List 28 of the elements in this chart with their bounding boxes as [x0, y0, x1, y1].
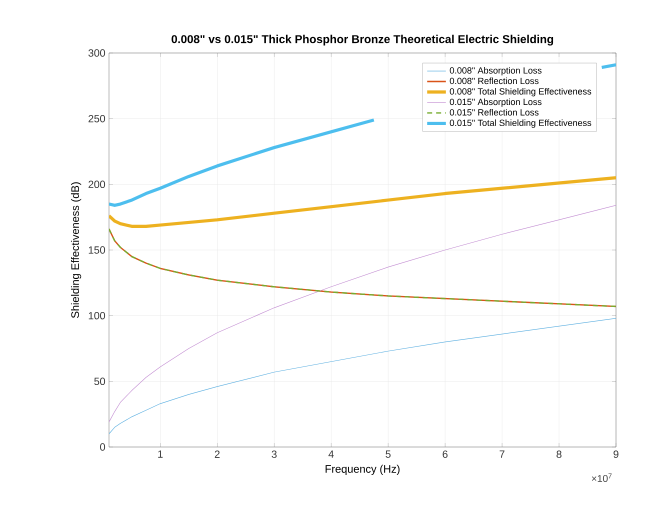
legend-label: 0.008" Absorption Loss: [450, 67, 542, 76]
y-axis-title: Shielding Effectiveness (dB): [70, 182, 82, 318]
y-tick-label: 100: [88, 312, 106, 320]
y-tick-label: 0: [100, 443, 106, 451]
text: ×10$^{7}$: [592, 474, 612, 482]
legend-label: 0.008" Reflection Loss: [450, 78, 539, 84]
x-tick-label: 6: [442, 450, 448, 458]
y-tick-label: 300: [88, 49, 106, 57]
legend-label: 0.015" Total Shielding Effectiveness: [450, 119, 592, 128]
x-tick-label: 2: [214, 450, 220, 458]
x-tick-label: 8: [556, 450, 562, 458]
y-tick-label: 250: [88, 114, 106, 122]
x-tick-label: 5: [386, 450, 391, 458]
y-tick-label: 200: [88, 180, 106, 188]
x-axis-title: Frequency (Hz): [326, 464, 400, 475]
x-tick-label: 9: [614, 450, 618, 458]
x-tick-label: 1: [158, 450, 163, 458]
legend-label: 0.008" Total Shielding Effectiveness: [450, 88, 592, 96]
x-tick-label: 7: [500, 450, 504, 458]
legend-label: 0.015" Absorption Loss: [450, 98, 542, 107]
line-series: [109, 228, 616, 308]
x-tick-label: 3: [272, 450, 277, 458]
y-tick-label: 50: [94, 378, 106, 386]
x-tick-label: 4: [328, 450, 334, 458]
legend-label: 0.015" Reflection Loss: [450, 108, 539, 116]
y-tick-label: 150: [88, 246, 106, 254]
chart-title: 0.008" vs 0.015" Thick Phosphor Bronze Theoretical Electric Shielding: [172, 34, 554, 46]
line-series: [109, 205, 616, 422]
